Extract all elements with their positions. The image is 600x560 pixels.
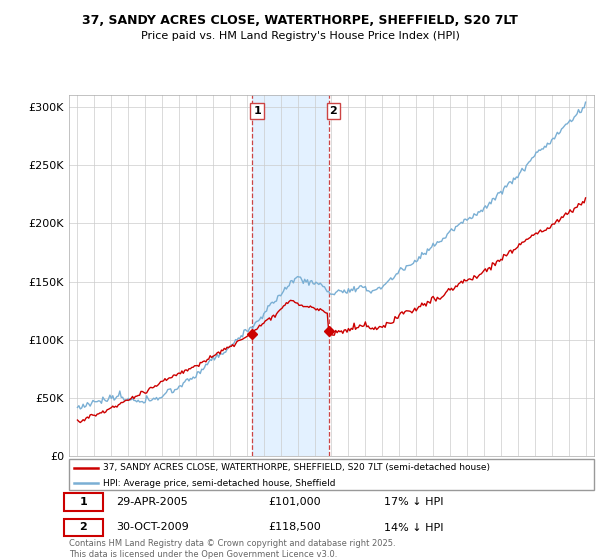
Text: 2: 2 [79, 522, 87, 533]
FancyBboxPatch shape [69, 459, 594, 490]
Text: 17% ↓ HPI: 17% ↓ HPI [384, 497, 443, 507]
Text: 30-OCT-2009: 30-OCT-2009 [116, 522, 189, 533]
Text: 37, SANDY ACRES CLOSE, WATERTHORPE, SHEFFIELD, S20 7LT: 37, SANDY ACRES CLOSE, WATERTHORPE, SHEF… [82, 14, 518, 27]
Text: 29-APR-2005: 29-APR-2005 [116, 497, 188, 507]
FancyBboxPatch shape [64, 519, 103, 536]
Bar [253, 95, 329, 456]
Text: 14% ↓ HPI: 14% ↓ HPI [384, 522, 443, 533]
Text: 37, SANDY ACRES CLOSE, WATERTHORPE, SHEFFIELD, S20 7LT (semi-detached house): 37, SANDY ACRES CLOSE, WATERTHORPE, SHEF… [103, 463, 490, 472]
Text: Price paid vs. HM Land Registry's House Price Index (HPI): Price paid vs. HM Land Registry's House … [140, 31, 460, 41]
FancyBboxPatch shape [64, 493, 103, 511]
Text: HPI: Average price, semi-detached house, Sheffield: HPI: Average price, semi-detached house,… [103, 479, 335, 488]
Text: 2: 2 [329, 106, 337, 116]
Text: 1: 1 [253, 106, 261, 116]
Text: £101,000: £101,000 [269, 497, 321, 507]
Text: Contains HM Land Registry data © Crown copyright and database right 2025.
This d: Contains HM Land Registry data © Crown c… [69, 539, 395, 559]
Text: £118,500: £118,500 [269, 522, 321, 533]
Text: 1: 1 [79, 497, 87, 507]
